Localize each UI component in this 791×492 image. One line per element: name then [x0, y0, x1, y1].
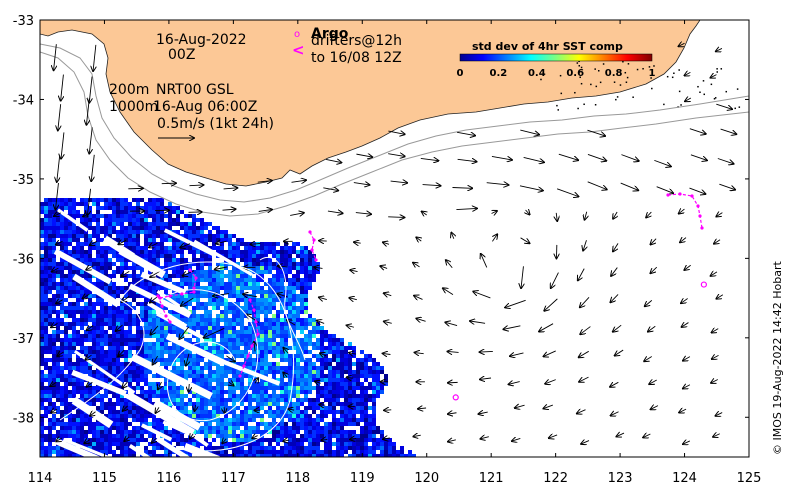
x-tick-label: 120	[414, 471, 439, 486]
y-tick-label: -33	[13, 14, 34, 29]
argo-floats	[452, 281, 707, 401]
y-tick-label: -34	[13, 93, 34, 108]
x-tick-label: 121	[479, 471, 504, 486]
drifter-tracks	[156, 192, 704, 378]
x-tick-label: 114	[28, 471, 53, 486]
argo-float-marker	[452, 394, 459, 401]
x-tick-label: 124	[672, 471, 697, 486]
y-tick-label: -35	[13, 173, 34, 188]
y-tick-label: -38	[13, 411, 34, 426]
y-tick-label: -36	[13, 252, 34, 267]
colorbar-tick-label: 0.4	[528, 68, 546, 79]
y-tick-label: -37	[13, 332, 34, 347]
drifter-legend-to: to 16/08 12Z	[311, 50, 402, 66]
colorbar	[459, 53, 653, 62]
depth-1000-label: 1000m	[109, 99, 158, 115]
colorbar-tick-label: 1	[649, 68, 656, 79]
x-tick-label: 122	[543, 471, 568, 486]
argo-float-marker	[700, 281, 707, 288]
y-axis: -33 -34 -35 -36 -37 -38	[13, 14, 749, 426]
date-label: 16-Aug-2022	[156, 32, 247, 48]
x-tick-label: 119	[350, 471, 375, 486]
x-axis: 114 115 116 117 118 119 120 121 122 123 124 125	[28, 20, 762, 486]
colorbar-tick-label: 0.8	[605, 68, 623, 79]
colorbar-tick-label: 0	[457, 68, 464, 79]
plot-frame	[39, 19, 750, 458]
sst-stddev-field	[40, 198, 416, 457]
x-tick-label: 116	[156, 471, 181, 486]
drifter-legend-symbol: <	[292, 41, 305, 59]
scale-label: 0.5m/s (1kt 24h)	[157, 116, 274, 132]
x-tick-label: 123	[608, 471, 633, 486]
sst-contour	[259, 257, 306, 361]
x-tick-label: 118	[285, 471, 310, 486]
product-time-label: 16-Aug 06:00Z	[153, 99, 257, 115]
isobath-200m	[40, 43, 749, 203]
x-tick-label: 125	[737, 471, 762, 486]
drifter-legend-label: drifters@12h	[311, 33, 402, 49]
colorbar-title: std dev of 4hr SST comp	[472, 40, 623, 53]
time-label: 00Z	[168, 47, 195, 63]
sst-contour	[159, 289, 259, 422]
product-label: NRT00 GSL	[156, 82, 234, 98]
depth-200-label: 200m	[109, 82, 149, 98]
argo-legend-symbol: o	[294, 29, 300, 40]
x-tick-label: 115	[92, 471, 117, 486]
credit-label: © IMOS 19-Aug-2022 14:42 Hobart	[771, 261, 784, 455]
colorbar-tick-label: 0.2	[490, 68, 508, 79]
sst-contour	[59, 299, 145, 421]
argo-legend-label: Argo	[311, 26, 349, 42]
colorbar-tick-label: 0.6	[566, 68, 584, 79]
australia-land	[40, 20, 701, 187]
x-tick-label: 117	[221, 471, 246, 486]
current-vectors	[50, 43, 736, 444]
colorbar-ticks: 0 0.2 0.4 0.6 0.8 1	[457, 68, 656, 79]
